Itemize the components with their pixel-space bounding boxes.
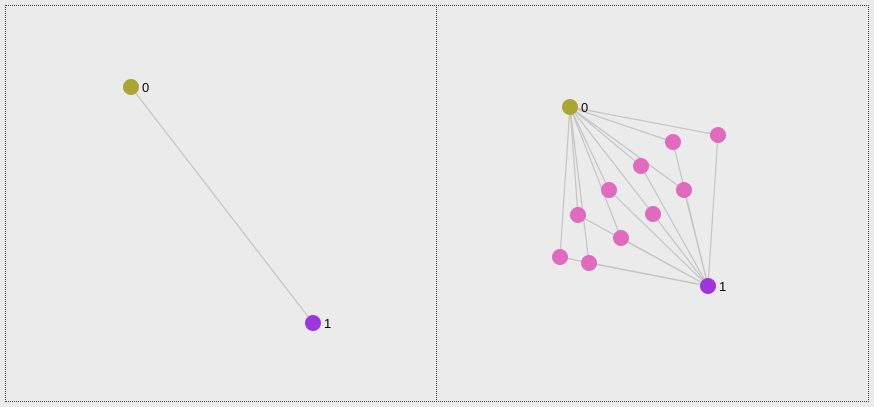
- right-node-label-n1: 1: [719, 279, 726, 294]
- right-edge-n0-p2: [569, 106, 719, 136]
- right-edge-n0-p10: [569, 106, 590, 264]
- right-edge-n0-p5: [569, 106, 610, 191]
- edges-layer: [130, 86, 719, 324]
- left-node-label-n1: 1: [324, 316, 331, 331]
- right-edge-p5-n1: [608, 189, 709, 287]
- right-node-p1[interactable]: [665, 134, 681, 150]
- left-node-label-n0: 0: [142, 80, 149, 95]
- right-node-p3[interactable]: [633, 158, 649, 174]
- right-node-p2[interactable]: [710, 127, 726, 143]
- outer-frame: [5, 5, 869, 402]
- right-node-label-n0: 0: [581, 100, 588, 115]
- left-node-n0[interactable]: [123, 79, 139, 95]
- right-edge-n0-p6: [569, 106, 654, 215]
- right-node-p4[interactable]: [676, 182, 692, 198]
- right-edge-p10-n1: [588, 262, 709, 287]
- right-node-p10[interactable]: [581, 255, 597, 271]
- right-edge-p4-n1: [683, 189, 709, 287]
- right-node-p5[interactable]: [601, 182, 617, 198]
- right-edge-n0-p8: [569, 106, 622, 239]
- right-node-p6[interactable]: [645, 206, 661, 222]
- panel-divider: [436, 5, 437, 402]
- right-node-n0[interactable]: [562, 99, 578, 115]
- right-node-p9[interactable]: [552, 249, 568, 265]
- right-edge-n0-p4: [569, 106, 685, 191]
- right-edge-n0-p1: [569, 106, 674, 143]
- right-edge-p3-n1: [640, 165, 709, 287]
- right-edge-p2-n1: [707, 134, 719, 287]
- left-edge-n0-n1: [130, 86, 314, 324]
- left-node-n1[interactable]: [305, 315, 321, 331]
- right-edge-n0-p9: [559, 106, 571, 258]
- right-node-p7[interactable]: [570, 207, 586, 223]
- right-edge-p6-n1: [652, 213, 709, 287]
- right-node-p8[interactable]: [613, 230, 629, 246]
- right-edge-p8-n1: [620, 237, 709, 287]
- right-node-n1[interactable]: [700, 278, 716, 294]
- right-edge-n0-p7: [569, 106, 579, 216]
- right-edge-n0-p3: [569, 106, 642, 167]
- nodes-layer: 0 1 0 1: [123, 79, 726, 331]
